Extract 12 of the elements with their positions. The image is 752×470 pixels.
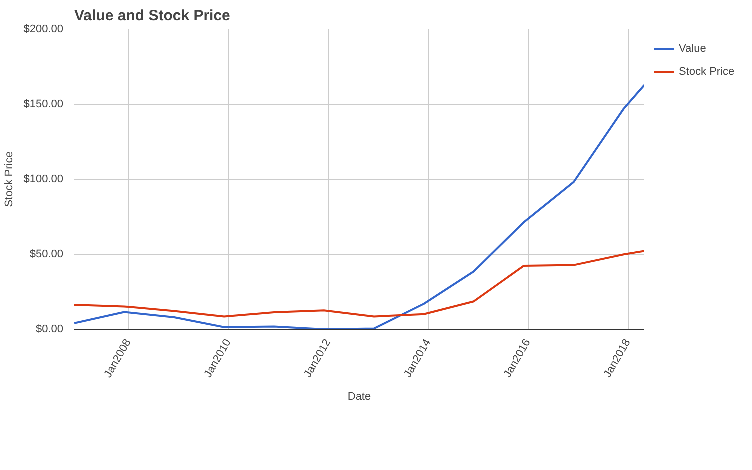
y-tick-label: $150.00 bbox=[24, 98, 64, 110]
x-axis-title: Date bbox=[348, 391, 372, 404]
chart-title: Value and Stock Price bbox=[74, 8, 230, 24]
legend-label: Stock Price bbox=[679, 66, 735, 78]
line-series bbox=[74, 250, 644, 318]
y-tick-label: $200.00 bbox=[24, 24, 64, 36]
y-axis-title: Stock Price bbox=[4, 152, 16, 208]
y-tick-label: $100.00 bbox=[24, 174, 64, 186]
y-tick-label: $50.00 bbox=[30, 248, 64, 260]
line-series bbox=[74, 84, 644, 330]
y-tick-label: $0.00 bbox=[36, 324, 64, 336]
legend-label: Value bbox=[679, 43, 706, 55]
